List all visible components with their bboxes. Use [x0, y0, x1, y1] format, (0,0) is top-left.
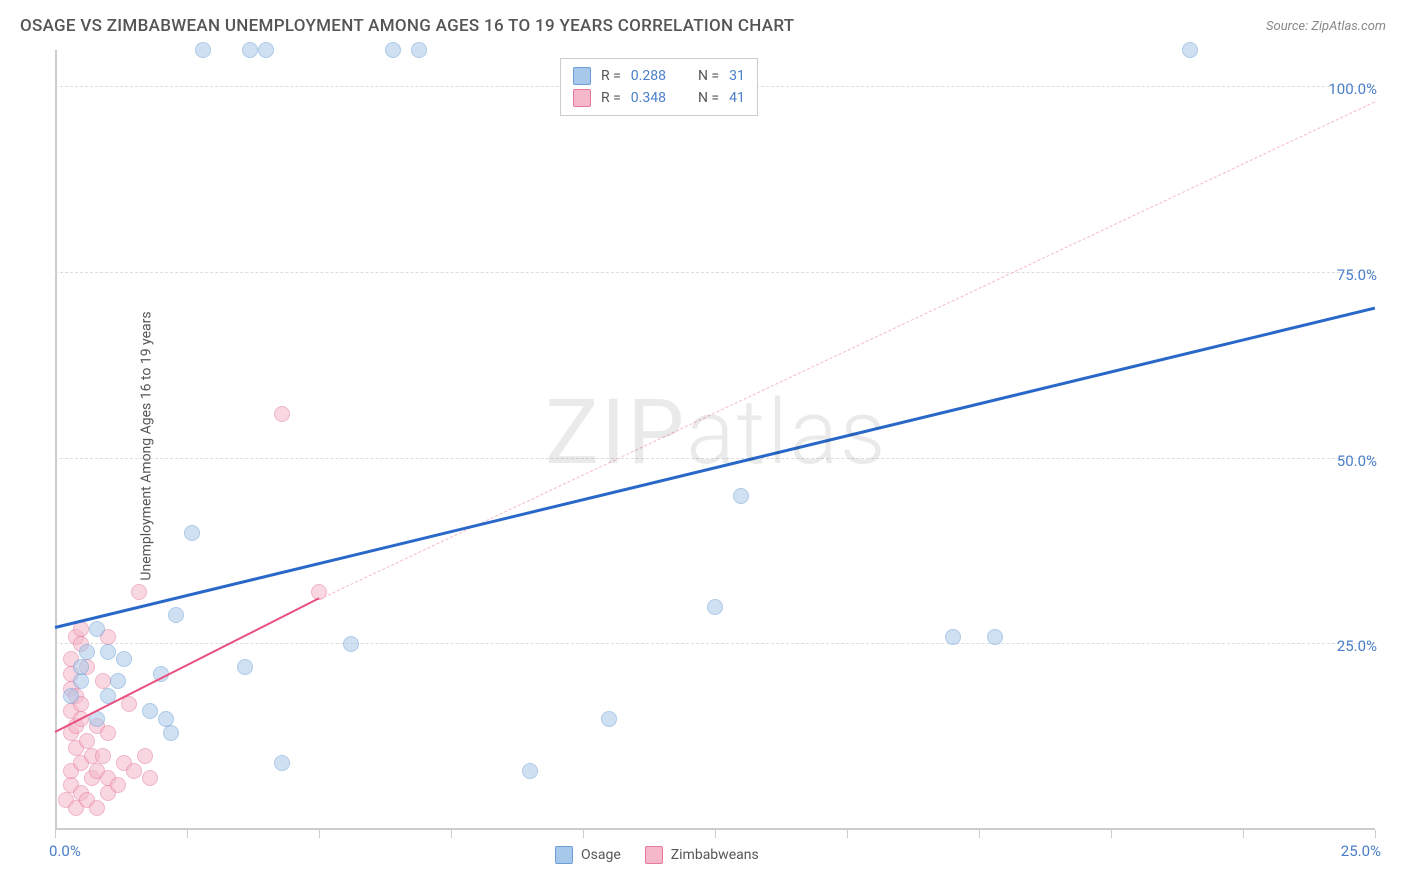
n-label: N =	[698, 90, 719, 106]
plot-box	[55, 50, 1375, 830]
zimbabweans-point	[95, 673, 111, 689]
osage-swatch-icon	[555, 846, 573, 864]
x-tick	[1243, 830, 1244, 838]
osage-point	[987, 629, 1003, 645]
x-tick	[583, 830, 584, 838]
osage-point	[707, 599, 723, 615]
osage-point	[945, 629, 961, 645]
zimbabweans-point	[89, 800, 105, 816]
x-tick	[715, 830, 716, 838]
osage-point	[385, 42, 401, 58]
osage-point	[63, 688, 79, 704]
osage-legend-label: Osage	[581, 847, 621, 863]
osage-point	[184, 525, 200, 541]
r-label: R =	[601, 90, 621, 106]
zimbabweans-point	[79, 733, 95, 749]
x-tick	[55, 830, 56, 838]
osage-swatch-icon	[573, 67, 591, 85]
osage-point	[73, 673, 89, 689]
x-tick	[979, 830, 980, 838]
x-tick-label: 25.0%	[1341, 842, 1381, 860]
stats-legend: R = 0.288 N = 31 R = 0.348 N = 41	[560, 58, 758, 116]
osage-point	[89, 621, 105, 637]
zimbabweans-point	[274, 406, 290, 422]
osage-r-value: 0.288	[631, 68, 666, 84]
x-tick-label: 0.0%	[49, 842, 81, 860]
grid-line	[55, 643, 1375, 644]
zimbabweans-point	[95, 748, 111, 764]
zimbabweans-n-value: 41	[729, 90, 745, 106]
osage-point	[522, 763, 538, 779]
osage-point	[100, 644, 116, 660]
osage-point	[237, 659, 253, 675]
source-label: Source: ZipAtlas.com	[1266, 19, 1386, 34]
x-tick	[451, 830, 452, 838]
stats-row-osage: R = 0.288 N = 31	[573, 65, 745, 87]
r-label: R =	[601, 68, 621, 84]
x-tick	[1111, 830, 1112, 838]
osage-point	[116, 651, 132, 667]
stats-row-zimbabweans: R = 0.348 N = 41	[573, 87, 745, 109]
y-tick-label: 50.0%	[1337, 452, 1377, 470]
x-tick	[1375, 830, 1376, 838]
zimbabweans-swatch-icon	[645, 846, 663, 864]
zimbabweans-swatch-icon	[573, 89, 591, 107]
osage-point	[733, 488, 749, 504]
x-tick	[847, 830, 848, 838]
zimbabweans-legend-label: Zimbabweans	[671, 847, 759, 863]
osage-point	[258, 42, 274, 58]
osage-point	[274, 755, 290, 771]
osage-point	[1182, 42, 1198, 58]
x-tick	[187, 830, 188, 838]
osage-point	[411, 42, 427, 58]
osage-point	[195, 42, 211, 58]
chart-plot-area: 25.0%50.0%75.0%100.0% ZIPatlas R = 0.288…	[55, 50, 1375, 830]
osage-n-value: 31	[729, 68, 745, 84]
grid-line	[55, 272, 1375, 273]
osage-point	[168, 607, 184, 623]
osage-point	[601, 711, 617, 727]
osage-point	[110, 673, 126, 689]
chart-title: OSAGE VS ZIMBABWEAN UNEMPLOYMENT AMONG A…	[20, 16, 794, 36]
zimbabweans-r-value: 0.348	[631, 90, 666, 106]
zimbabweans-point	[137, 748, 153, 764]
zimbabweans-point	[100, 725, 116, 741]
zimbabweans-point	[110, 777, 126, 793]
grid-line	[55, 458, 1375, 459]
legend-item-zimbabweans: Zimbabweans	[645, 846, 759, 864]
zimbabweans-point	[131, 584, 147, 600]
osage-point	[142, 703, 158, 719]
zimbabweans-point	[126, 763, 142, 779]
osage-point	[158, 711, 174, 727]
osage-point	[343, 636, 359, 652]
y-tick-label: 25.0%	[1337, 637, 1377, 655]
legend-item-osage: Osage	[555, 846, 621, 864]
y-tick-label: 100.0%	[1328, 80, 1377, 98]
osage-point	[163, 725, 179, 741]
osage-point	[79, 644, 95, 660]
n-label: N =	[698, 68, 719, 84]
x-tick	[319, 830, 320, 838]
y-tick-label: 75.0%	[1337, 266, 1377, 284]
osage-point	[73, 659, 89, 675]
zimbabweans-point	[142, 770, 158, 786]
osage-point	[242, 42, 258, 58]
series-legend: Osage Zimbabweans	[555, 846, 759, 864]
